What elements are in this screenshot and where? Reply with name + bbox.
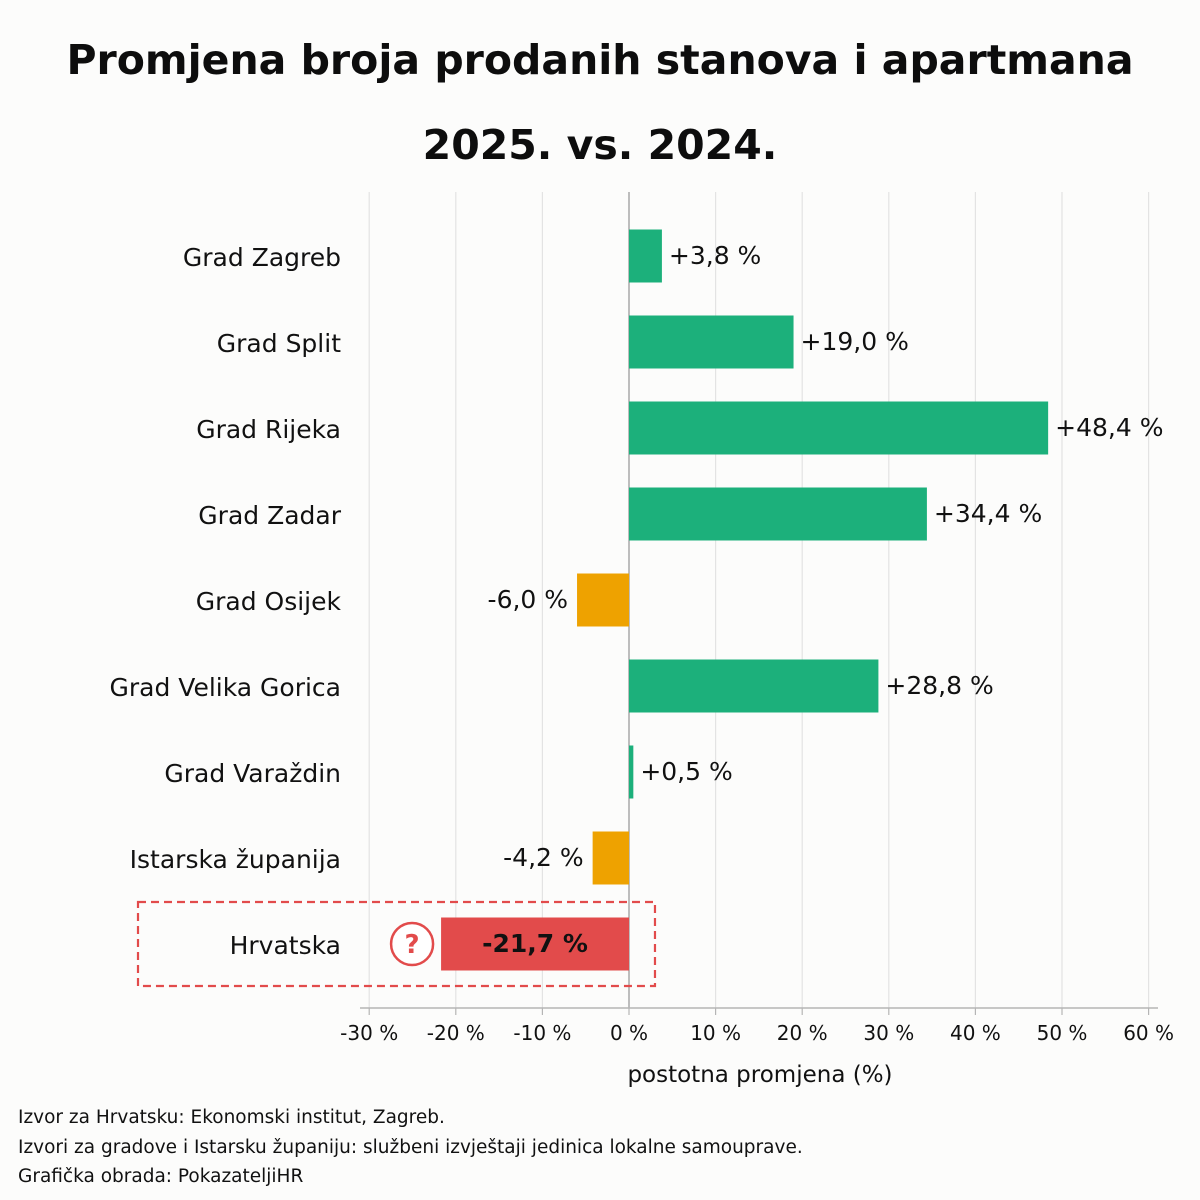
bar-hrvatska bbox=[441, 917, 629, 971]
value-label-grad-zadar: +34,4 % bbox=[934, 499, 1042, 528]
x-tick-label: 40 % bbox=[950, 1021, 1001, 1045]
value-label-grad-osijek: -6,0 % bbox=[488, 585, 568, 614]
footer-credit: Grafička obrada: PokazateljiHR bbox=[18, 1166, 304, 1187]
footer-notes: Izvor za Hrvatsku: Ekonomski institut, Z… bbox=[18, 1103, 803, 1192]
x-tick-label: -10 % bbox=[513, 1021, 571, 1045]
value-label-grad-velika-gorica: +28,8 % bbox=[885, 671, 993, 700]
category-label-hrvatska: Hrvatska bbox=[230, 931, 341, 960]
bar-grad-osijek bbox=[577, 573, 629, 627]
x-tick-label: 20 % bbox=[777, 1021, 828, 1045]
highlight-box-layer bbox=[136, 900, 657, 988]
x-tick-label: 10 % bbox=[690, 1021, 741, 1045]
value-label-hrvatska: -21,7 % bbox=[482, 929, 588, 958]
bar-grad-zagreb bbox=[629, 229, 662, 283]
x-tick-label: 0 % bbox=[610, 1021, 648, 1045]
highlight-outline bbox=[136, 900, 657, 988]
category-label-grad-zadar: Grad Zadar bbox=[198, 501, 341, 530]
x-tick-label: -30 % bbox=[340, 1021, 398, 1045]
bar-istarska-zupanija bbox=[592, 831, 629, 885]
bar-grad-split bbox=[629, 315, 794, 369]
x-axis: -30 % -20 % -10 % 0 % 10 % 20 % 30 % 40 % 50 % 60… bbox=[340, 1007, 1174, 1045]
category-label-grad-velika-gorica: Grad Velika Gorica bbox=[110, 673, 341, 702]
category-label-grad-rijeka: Grad Rijeka bbox=[196, 415, 341, 444]
footer-source-cities: Izvori za gradove i Istarsku županiju: s… bbox=[18, 1136, 803, 1158]
bar-chart: Grad Zagreb Grad Split Grad Rijeka Grad Zad… bbox=[110, 192, 1174, 1088]
value-label-grad-split: +19,0 % bbox=[801, 327, 909, 356]
bar-grad-rijeka bbox=[629, 401, 1049, 455]
x-tick-label: 30 % bbox=[863, 1021, 914, 1045]
category-label-grad-varazdin: Grad Varaždin bbox=[164, 759, 341, 788]
value-labels: +3,8 % +19,0 % +48,4 % +34,4 % -6,0 % +28,8 %… bbox=[389, 241, 1163, 967]
bar-grad-velika-gorica bbox=[629, 659, 879, 713]
x-tick-label: 60 % bbox=[1123, 1021, 1174, 1045]
category-label-grad-split: Grad Split bbox=[217, 329, 341, 358]
question-badge-icon bbox=[389, 921, 435, 967]
value-label-grad-zagreb: +3,8 % bbox=[669, 241, 761, 270]
category-label-istarska-zupanija: Istarska županija bbox=[130, 845, 341, 874]
grid-lines bbox=[368, 192, 1150, 1008]
category-label-grad-osijek: Grad Osijek bbox=[196, 587, 342, 616]
chart-title-line2: 2025. vs. 2024. bbox=[422, 121, 778, 169]
chart-title-line1: Promjena broja prodanih stanova i apartm… bbox=[66, 36, 1134, 84]
category-labels: Grad Zagreb Grad Split Grad Rijeka Grad Zad… bbox=[110, 243, 342, 960]
x-tick-label: 50 % bbox=[1037, 1021, 1088, 1045]
x-axis-title: postotna promjena (%) bbox=[627, 1062, 892, 1088]
value-label-grad-rijeka: +48,4 % bbox=[1055, 413, 1163, 442]
bar-grad-zadar bbox=[629, 487, 927, 541]
x-tick-label: -20 % bbox=[427, 1021, 485, 1045]
value-label-grad-varazdin: +0,5 % bbox=[640, 757, 732, 786]
category-label-grad-zagreb: Grad Zagreb bbox=[183, 243, 341, 272]
footer-source-croatia: Izvor za Hrvatsku: Ekonomski institut, Z… bbox=[18, 1107, 445, 1128]
bar-grad-varazdin bbox=[629, 745, 634, 799]
value-label-istarska-zupanija: -4,2 % bbox=[503, 843, 583, 872]
question-mark: ? bbox=[405, 930, 420, 960]
bars bbox=[441, 229, 1049, 971]
